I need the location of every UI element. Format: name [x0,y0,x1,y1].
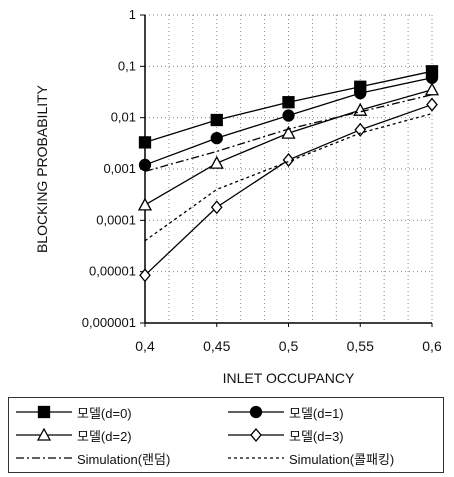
y-tick-label: 0,01 [111,110,136,125]
series-0-point [210,113,223,127]
series-0-point [138,136,152,149]
legend-item-3: 모델(d=3) [227,426,344,444]
y-tick-label: 0,1 [118,58,136,73]
x-axis-label: INLET OCCUPANCY [223,370,355,386]
legend-label: 모델(d=1) [289,405,344,421]
blocking-probability-chart: 1 0,1 0,01 0,001 0,0001 0,00001 0,000001 0,4 0,4… [34,7,442,386]
series-2-point [424,82,440,96]
legend-label: 모델(d=0) [77,405,132,421]
y-tick-label: 1 [129,7,136,22]
series-1-point [425,71,439,84]
y-axis-label: BLOCKING PROBABILITY [34,84,50,253]
legend-label: 모델(d=3) [289,428,344,444]
x-tick-label: 0,6 [422,338,442,354]
legend-swatch-marker [249,405,263,419]
legend-swatch-4 [16,457,72,459]
legend-item-4: Simulation(랜덤) [15,449,170,467]
y-tick-label: 0,001 [103,161,136,176]
series-1-point [138,158,152,172]
series-3-point [426,97,438,112]
chart-legend: 모델(d=0) 모델(d=1) 모델(d=2) 모델(d=3) Simulation(랜… [8,397,444,473]
series-2-point [137,197,153,211]
series-line-4 [144,94,433,172]
x-tick-label: 0,5 [279,338,299,354]
series-1-point [210,131,223,145]
series-3-point [210,200,223,215]
legend-swatch-2 [16,428,72,441]
series-1-point [354,87,367,100]
legend-swatch-3 [228,428,284,442]
legend-item-2: 모델(d=2) [15,426,132,444]
series-3-point [354,122,367,137]
series-1-point [282,109,295,122]
legend-item-0: 모델(d=0) [15,403,132,421]
legend-swatch-1 [228,405,284,419]
x-tick-label: 0,4 [135,338,155,354]
y-tick-label: 0,0001 [96,212,136,227]
series-2-point [353,102,368,116]
x-tick-label: 0,45 [203,338,230,354]
legend-label: 모델(d=2) [77,428,132,444]
series-0-point [282,96,295,109]
series-2-point [209,155,224,169]
legend-label: Simulation(랜덤) [77,451,171,467]
legend-swatch-marker [250,428,262,442]
legend-item-5: Simulation(콜패킹) [227,449,394,467]
y-tick-label: 0,00001 [89,264,136,279]
x-tick-label: 0,55 [347,338,374,354]
series-2-point [281,125,296,139]
legend-swatch-0 [16,405,72,419]
legend-swatch-5 [228,457,284,459]
series-3-point [139,268,151,283]
legend-item-1: 모델(d=1) [227,403,344,421]
y-tick-label: 0,000001 [82,315,136,330]
legend-swatch-marker [36,428,52,441]
legend-label: Simulation(콜패킹) [289,451,395,467]
legend-swatch-marker [37,405,51,419]
